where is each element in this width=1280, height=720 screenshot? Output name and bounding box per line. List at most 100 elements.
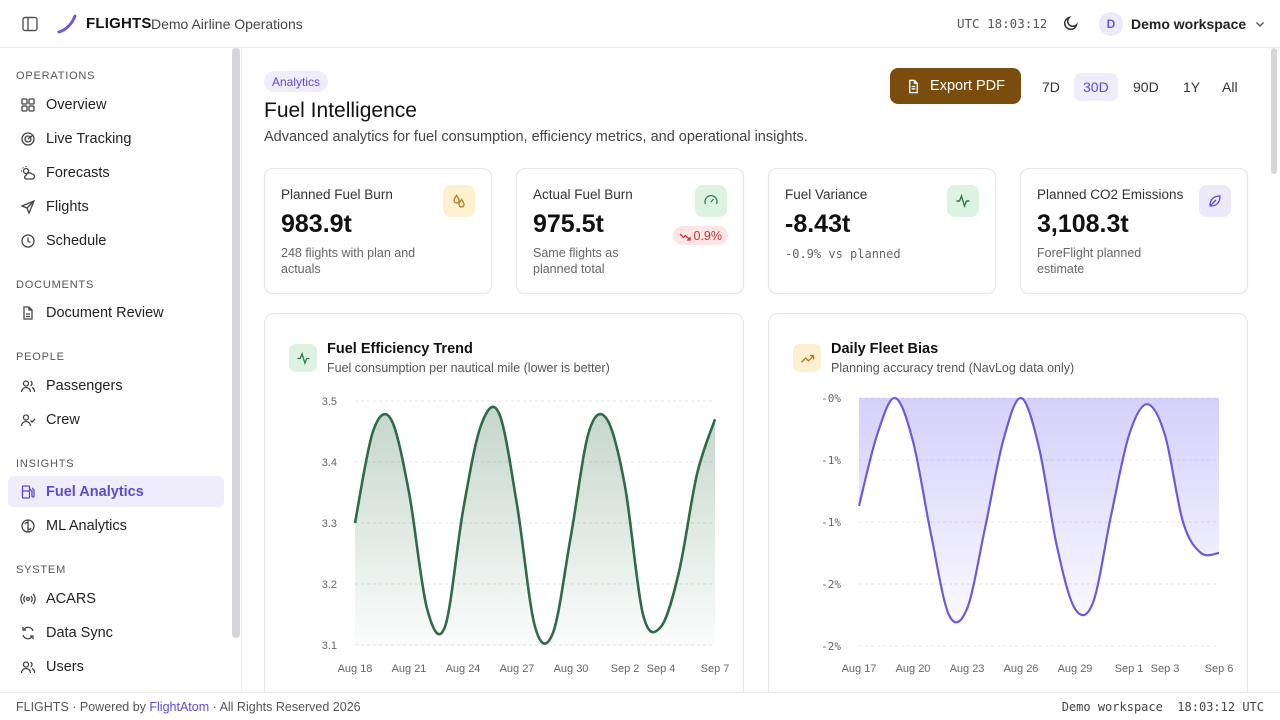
sidebar-item-crew[interactable]: Crew — [8, 404, 224, 435]
sidebar-item-label: Live Tracking — [46, 130, 132, 147]
sidebar-item-users[interactable]: Users — [8, 651, 224, 682]
plane-icon — [20, 199, 36, 215]
users-icon — [20, 379, 36, 392]
x-tick-label: Aug 27 — [500, 663, 535, 675]
range-30d-button[interactable]: 30D — [1074, 73, 1118, 101]
document-icon — [23, 305, 33, 320]
sidebar-item-label: ACARS — [46, 590, 96, 607]
kpi-note: 248 flights with plan and actuals — [281, 246, 416, 276]
kpi-value: 3,108.3t — [1037, 210, 1129, 238]
kpi-note: Same flights as planned total — [533, 246, 619, 276]
chart-subtitle: Planning accuracy trend (NavLog data onl… — [831, 361, 1075, 375]
x-tick-label: Sep 7 — [701, 663, 730, 675]
top-bar: FLIGHTS Demo Airline Operations UTC 18:0… — [0, 0, 1280, 48]
sidebar-item-label: Flights — [46, 198, 89, 215]
series-area — [859, 397, 1219, 623]
delta-value: 0.9% — [693, 228, 723, 243]
main-scrollbar[interactable] — [1271, 48, 1277, 174]
sidebar-item-acars[interactable]: ACARS — [8, 583, 224, 614]
section-documents: DOCUMENTS — [16, 279, 95, 291]
sidebar-item-label: Overview — [46, 96, 107, 113]
kpi-title: Fuel Variance — [785, 187, 868, 202]
chart-card-fleet-bias: Daily Fleet Bias Planning accuracy trend… — [768, 313, 1248, 713]
page-subtitle: Advanced analytics for fuel consumption,… — [264, 129, 808, 145]
sidebar-item-schedule[interactable]: Schedule — [8, 225, 224, 256]
chart-card-fuel-efficiency: Fuel Efficiency Trend Fuel consumption p… — [264, 313, 744, 713]
activity-icon — [289, 344, 317, 372]
y-tick-label: -0% — [821, 392, 841, 405]
kpi-card-fuel-variance: Fuel Variance -8.43t -0.9% vs planned — [768, 168, 996, 294]
sidebar-scrollbar[interactable] — [232, 48, 240, 638]
y-tick-label: 3.5 — [322, 396, 337, 408]
series-line — [353, 405, 717, 645]
kpi-card-actual-fuel: Actual Fuel Burn 975.5t Same flights as … — [516, 168, 744, 294]
section-system: SYSTEM — [16, 564, 67, 576]
section-insights: INSIGHTS — [16, 458, 75, 470]
y-tick-label: -1% — [821, 454, 841, 467]
sidebar-item-forecasts[interactable]: Forecasts — [8, 157, 224, 188]
activity-icon — [947, 185, 979, 217]
kpi-card-planned-fuel: Planned Fuel Burn 983.9t 248 flights wit… — [264, 168, 492, 294]
x-tick-label: Sep 1 — [1115, 663, 1144, 675]
section-badge: Analytics — [264, 71, 329, 92]
y-tick-label: -2% — [821, 578, 841, 591]
logo-icon — [57, 14, 77, 34]
footer-suffix: · All Rights Reserved 2026 — [212, 700, 361, 714]
export-pdf-button[interactable]: Export PDF — [890, 68, 1021, 104]
sidebar-item-label: Forecasts — [46, 164, 110, 181]
sidebar-item-label: Schedule — [46, 232, 107, 249]
moon-icon[interactable] — [1062, 14, 1080, 32]
x-tick-label: Aug 18 — [338, 663, 373, 675]
x-tick-label: Sep 4 — [647, 663, 676, 675]
section-people: PEOPLE — [16, 351, 65, 363]
footer: FLIGHTS · Powered by FlightAtom · All Ri… — [0, 692, 1280, 720]
sidebar-item-label: Data Sync — [46, 624, 113, 641]
sidebar-item-data-sync[interactable]: Data Sync — [8, 617, 224, 648]
y-tick-label: -2% — [821, 640, 841, 653]
y-tick-label: 3.2 — [322, 579, 337, 591]
sidebar-item-ml-analytics[interactable]: ML Analytics — [8, 510, 224, 541]
chart-title: Fuel Efficiency Trend — [327, 341, 473, 357]
sidebar-item-label: Crew — [46, 411, 80, 428]
range-7d-button[interactable]: 7D — [1042, 79, 1060, 95]
export-pdf-label: Export PDF — [930, 78, 1005, 94]
sidebar-item-flights[interactable]: Flights — [8, 191, 224, 222]
flightatom-link[interactable]: FlightAtom — [149, 700, 210, 714]
users-icon — [20, 660, 36, 673]
kpi-card-co2: Planned CO2 Emissions 3,108.3t ForeFligh… — [1020, 168, 1248, 294]
range-90d-button[interactable]: 90D — [1133, 79, 1159, 95]
sidebar-item-label: ML Analytics — [46, 517, 127, 534]
fleet-bias-chart: -0%-1%-1%-2%-2%Aug 17 Aug 20 Aug 23 Aug 26 A… — [821, 392, 1234, 675]
footer-status: Demo workspace 18:03:12 UTC — [1061, 700, 1264, 714]
droplets-icon — [443, 185, 475, 217]
sidebar-item-live-tracking[interactable]: Live Tracking — [8, 123, 224, 154]
fuel-icon — [21, 484, 35, 499]
delta-badge: 0.9% — [672, 226, 728, 245]
y-tick-label: 3.4 — [322, 457, 337, 469]
kpi-value: 975.5t — [533, 210, 604, 238]
brand-name: FLIGHTS — [86, 15, 152, 32]
workspace-name: Demo workspace — [1131, 16, 1247, 32]
sidebar-item-document-review[interactable]: Document Review — [8, 297, 224, 328]
y-tick-label: 3.1 — [322, 640, 337, 652]
sidebar-item-passengers[interactable]: Passengers — [8, 370, 224, 401]
range-all-button[interactable]: All — [1222, 79, 1238, 95]
y-tick-label: -1% — [821, 516, 841, 529]
sidebar-item-label: Fuel Analytics — [46, 483, 144, 500]
sidebar-toggle-icon[interactable] — [21, 15, 39, 33]
gauge-icon — [695, 185, 727, 217]
file-text-icon — [909, 79, 918, 93]
x-tick-label: Sep 6 — [1205, 663, 1234, 675]
sidebar-item-overview[interactable]: Overview — [8, 89, 224, 120]
kpi-value: -8.43t — [785, 210, 851, 238]
trend-down-icon — [679, 233, 691, 241]
x-tick-label: Aug 29 — [1058, 663, 1093, 675]
refresh-icon — [22, 626, 34, 639]
range-1y-button[interactable]: 1Y — [1183, 79, 1201, 95]
workspace-switcher[interactable]: D Demo workspace — [1099, 11, 1266, 37]
kpi-note: -0.9% vs planned — [785, 247, 901, 261]
sidebar-item-fuel-analytics[interactable]: Fuel Analytics — [8, 476, 224, 507]
footer-prefix: FLIGHTS · Powered by — [16, 700, 146, 714]
x-tick-label: Aug 23 — [950, 663, 985, 675]
